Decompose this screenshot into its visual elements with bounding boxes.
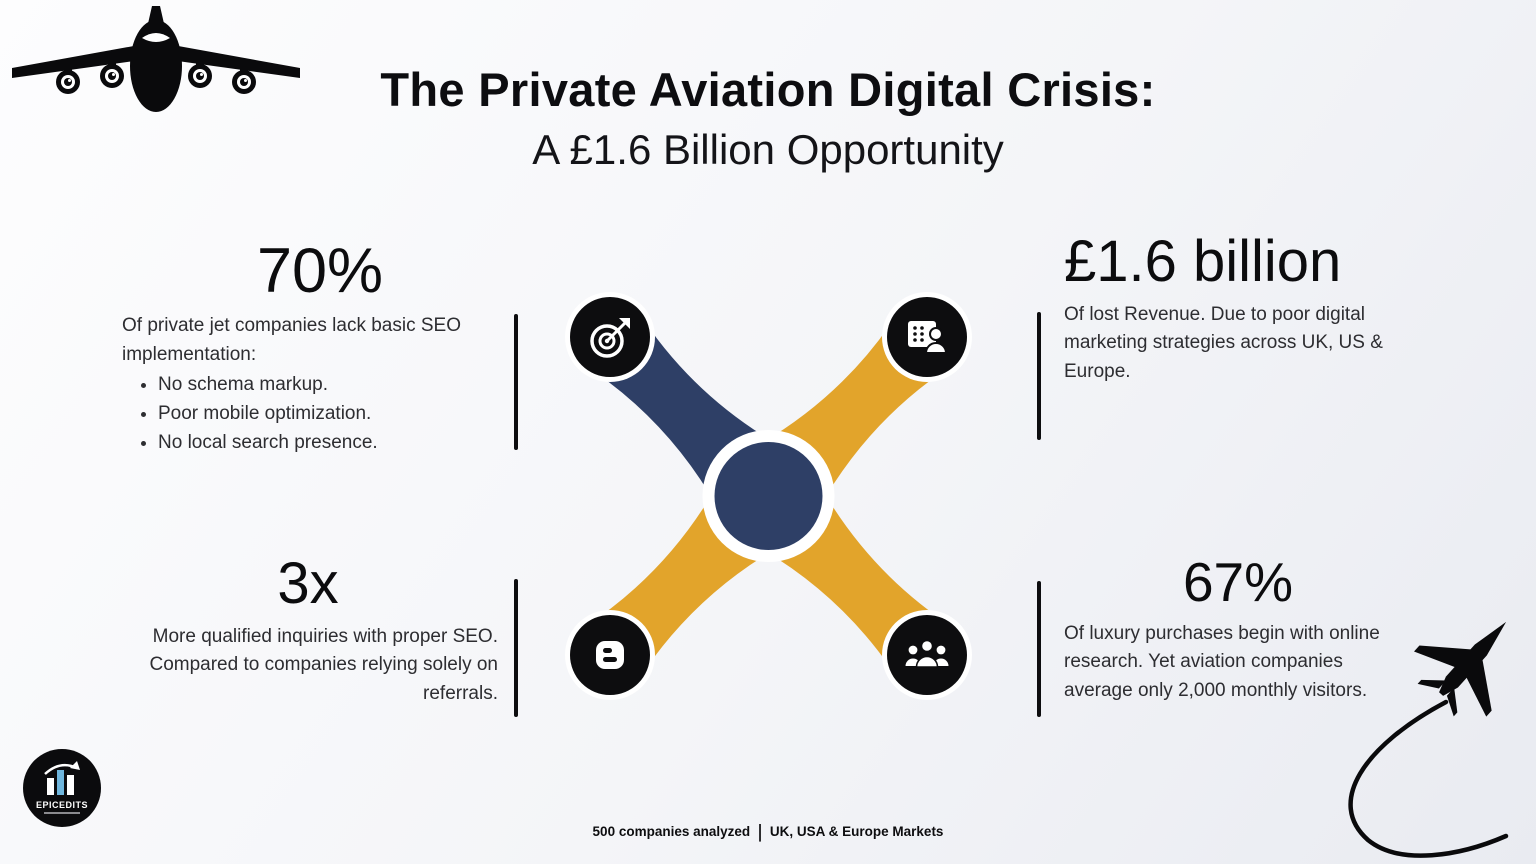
stat-bottom-right: 67% Of luxury purchases begin with onlin… — [1064, 551, 1412, 705]
stat-value: 70% — [256, 236, 384, 306]
target-icon — [565, 292, 655, 382]
stat-description: Of luxury purchases begin with online re… — [1064, 622, 1380, 701]
footer-note: 500 companies analyzed | UK, USA & Europe … — [0, 821, 1536, 842]
page-title: The Private Aviation Digital Crisis: A £… — [0, 64, 1536, 174]
stat-value: £1.6 billion — [1064, 229, 1342, 294]
divider-bottom-left — [514, 579, 518, 717]
bullet-item: Poor mobile optimization. — [158, 400, 518, 429]
airliner-front-icon — [12, 6, 300, 112]
jet-trail — [1348, 699, 1509, 858]
stat-top-right: £1.6 billion Of lost Revenue. Due to poo… — [1064, 229, 1410, 386]
stat-bullet-list: No schema markup. Poor mobile optimizati… — [158, 371, 518, 458]
stat-value: 3x — [277, 551, 339, 616]
title-main: The Private Aviation Digital Crisis: — [380, 63, 1156, 116]
stat-description: Of lost Revenue. Due to poor digital mar… — [1064, 303, 1383, 382]
stat-description: More qualified inquiries with proper SEO… — [149, 625, 498, 704]
team-icon — [882, 610, 972, 700]
stat-top-left: 70% Of private jet companies lack basic … — [122, 238, 518, 458]
divider-top-left — [514, 314, 518, 450]
bullet-item: No schema markup. — [158, 371, 518, 400]
footer-right: UK, USA & Europe Markets — [769, 824, 944, 839]
stat-bottom-left: 3x More qualified inquiries with proper … — [118, 551, 498, 708]
divider-bottom-right — [1037, 581, 1041, 717]
jet-icon — [1414, 621, 1507, 717]
contact-card-icon — [882, 292, 972, 382]
epicedits-logo: EPICEDITS — [22, 748, 102, 833]
stat-value: 67% — [1182, 551, 1294, 613]
blogger-icon — [565, 610, 655, 700]
stat-description: Of private jet companies lack basic SEO … — [122, 315, 461, 365]
diagram-hub — [702, 430, 835, 562]
footer-separator: | — [758, 821, 762, 842]
central-diagram — [565, 292, 972, 700]
footer-left: 500 companies analyzed — [592, 824, 751, 839]
divider-top-right — [1037, 312, 1041, 440]
logo-text: EPICEDITS — [36, 800, 88, 810]
logo-tagline-line — [44, 812, 80, 814]
title-subtitle: A £1.6 Billion Opportunity — [532, 125, 1004, 173]
bullet-item: No local search presence. — [158, 429, 518, 458]
jet-trail-decoration — [1348, 621, 1509, 858]
